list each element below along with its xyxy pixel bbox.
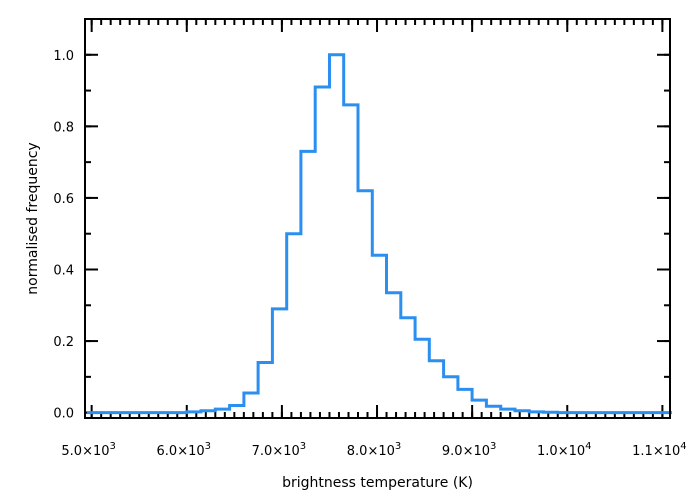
plot-frame: [84, 18, 671, 419]
y-tick-label: 0.4: [53, 263, 74, 278]
y-tick-label: 0.2: [53, 335, 74, 350]
y-tick-label: 1.0: [53, 49, 74, 64]
minor-ticks: [85, 18, 670, 418]
x-tick-label: 7.0×103: [252, 441, 306, 459]
y-tick-labels: 0.0 0.2 0.4 0.6 0.8 1.0: [53, 49, 74, 422]
x-tick-label: 1.0×104: [537, 441, 591, 459]
histogram-series-line: [86, 53, 672, 415]
x-tick-labels: 5.0×103 6.0×103 7.0×103 8.0×103 9.0×103 1.0×1…: [61, 441, 686, 459]
x-tick-label: 6.0×103: [157, 441, 211, 459]
y-axis-label: normalised frequency: [25, 142, 41, 294]
y-tick-label: 0.8: [53, 120, 74, 135]
x-axis-label: brightness temperature (K): [282, 475, 473, 491]
x-tick-label: 8.0×103: [347, 441, 401, 459]
x-tick-label: 1.1×104: [632, 441, 686, 459]
x-tick-label: 5.0×103: [61, 441, 115, 459]
x-tick-label: 9.0×103: [442, 441, 496, 459]
major-ticks: [85, 19, 670, 418]
y-tick-label: 0.6: [53, 192, 74, 207]
y-tick-label: 0.0: [53, 407, 74, 422]
